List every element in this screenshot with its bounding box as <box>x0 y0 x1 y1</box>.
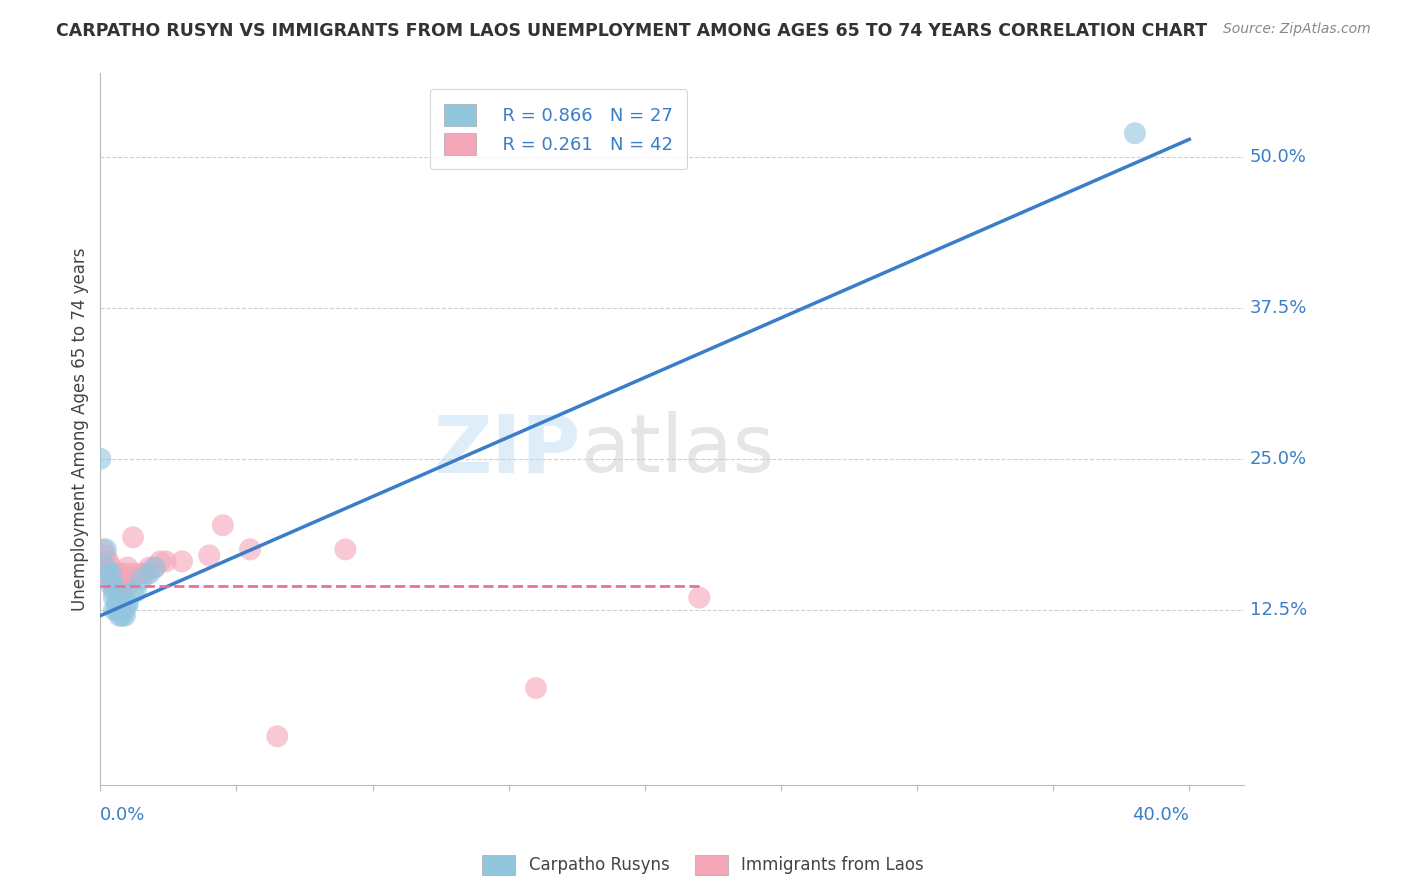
Point <box>114 566 136 581</box>
Point <box>91 542 114 557</box>
Point <box>108 597 131 611</box>
Point <box>198 549 221 563</box>
Point <box>105 597 128 611</box>
Point <box>111 608 134 623</box>
Point <box>170 554 193 568</box>
Point <box>89 451 111 466</box>
Point <box>100 578 122 592</box>
Point <box>100 566 122 581</box>
Point <box>114 608 136 623</box>
Point <box>89 566 111 581</box>
Point <box>117 597 139 611</box>
Point <box>94 560 117 574</box>
Text: 37.5%: 37.5% <box>1250 299 1308 318</box>
Y-axis label: Unemployment Among Ages 65 to 74 years: Unemployment Among Ages 65 to 74 years <box>72 247 89 610</box>
Point <box>117 560 139 574</box>
Point <box>97 566 120 581</box>
Text: 0.0%: 0.0% <box>100 806 146 824</box>
Point <box>94 549 117 563</box>
Point <box>114 602 136 616</box>
Point <box>117 573 139 587</box>
Point <box>117 597 139 611</box>
Point <box>105 573 128 587</box>
Legend:   R = 0.866   N = 27,   R = 0.261   N = 42: R = 0.866 N = 27, R = 0.261 N = 42 <box>430 89 688 169</box>
Point <box>1123 126 1146 140</box>
Point <box>103 573 125 587</box>
Point <box>111 597 134 611</box>
Point <box>100 560 122 574</box>
Text: 50.0%: 50.0% <box>1250 148 1306 167</box>
Point <box>129 566 152 581</box>
Point <box>97 554 120 568</box>
Point <box>108 608 131 623</box>
Point <box>103 566 125 581</box>
Text: CARPATHO RUSYN VS IMMIGRANTS FROM LAOS UNEMPLOYMENT AMONG AGES 65 TO 74 YEARS CO: CARPATHO RUSYN VS IMMIGRANTS FROM LAOS U… <box>56 22 1208 40</box>
Point <box>117 578 139 592</box>
Point <box>100 573 122 587</box>
Point <box>103 584 125 599</box>
Point <box>114 573 136 587</box>
Point <box>143 560 166 574</box>
Point <box>524 681 547 695</box>
Point <box>122 530 145 544</box>
Point <box>105 566 128 581</box>
Text: 25.0%: 25.0% <box>1250 450 1306 468</box>
Point <box>138 566 160 581</box>
Point <box>94 560 117 574</box>
Text: 12.5%: 12.5% <box>1250 600 1306 619</box>
Point <box>239 542 262 557</box>
Point <box>212 518 235 533</box>
Legend: Carpatho Rusyns, Immigrants from Laos: Carpatho Rusyns, Immigrants from Laos <box>475 848 931 881</box>
Point <box>125 584 148 599</box>
Point <box>132 566 155 581</box>
Point <box>335 542 357 557</box>
Point <box>688 591 710 605</box>
Text: Source: ZipAtlas.com: Source: ZipAtlas.com <box>1223 22 1371 37</box>
Point <box>143 560 166 574</box>
Point <box>108 566 131 581</box>
Text: ZIP: ZIP <box>433 411 581 489</box>
Point <box>266 729 288 743</box>
Point <box>103 602 125 616</box>
Point <box>138 560 160 574</box>
Point <box>94 542 117 557</box>
Point <box>111 573 134 587</box>
Point <box>100 566 122 581</box>
Point <box>108 573 131 587</box>
Point <box>149 554 172 568</box>
Text: 40.0%: 40.0% <box>1132 806 1189 824</box>
Point <box>155 554 177 568</box>
Point <box>97 566 120 581</box>
Point <box>103 591 125 605</box>
Point <box>103 578 125 592</box>
Point <box>108 578 131 592</box>
Text: atlas: atlas <box>581 411 775 489</box>
Point <box>105 578 128 592</box>
Point <box>103 578 125 592</box>
Point <box>111 578 134 592</box>
Point <box>135 566 157 581</box>
Point <box>122 584 145 599</box>
Point <box>122 566 145 581</box>
Point <box>105 602 128 616</box>
Point <box>129 573 152 587</box>
Point <box>108 602 131 616</box>
